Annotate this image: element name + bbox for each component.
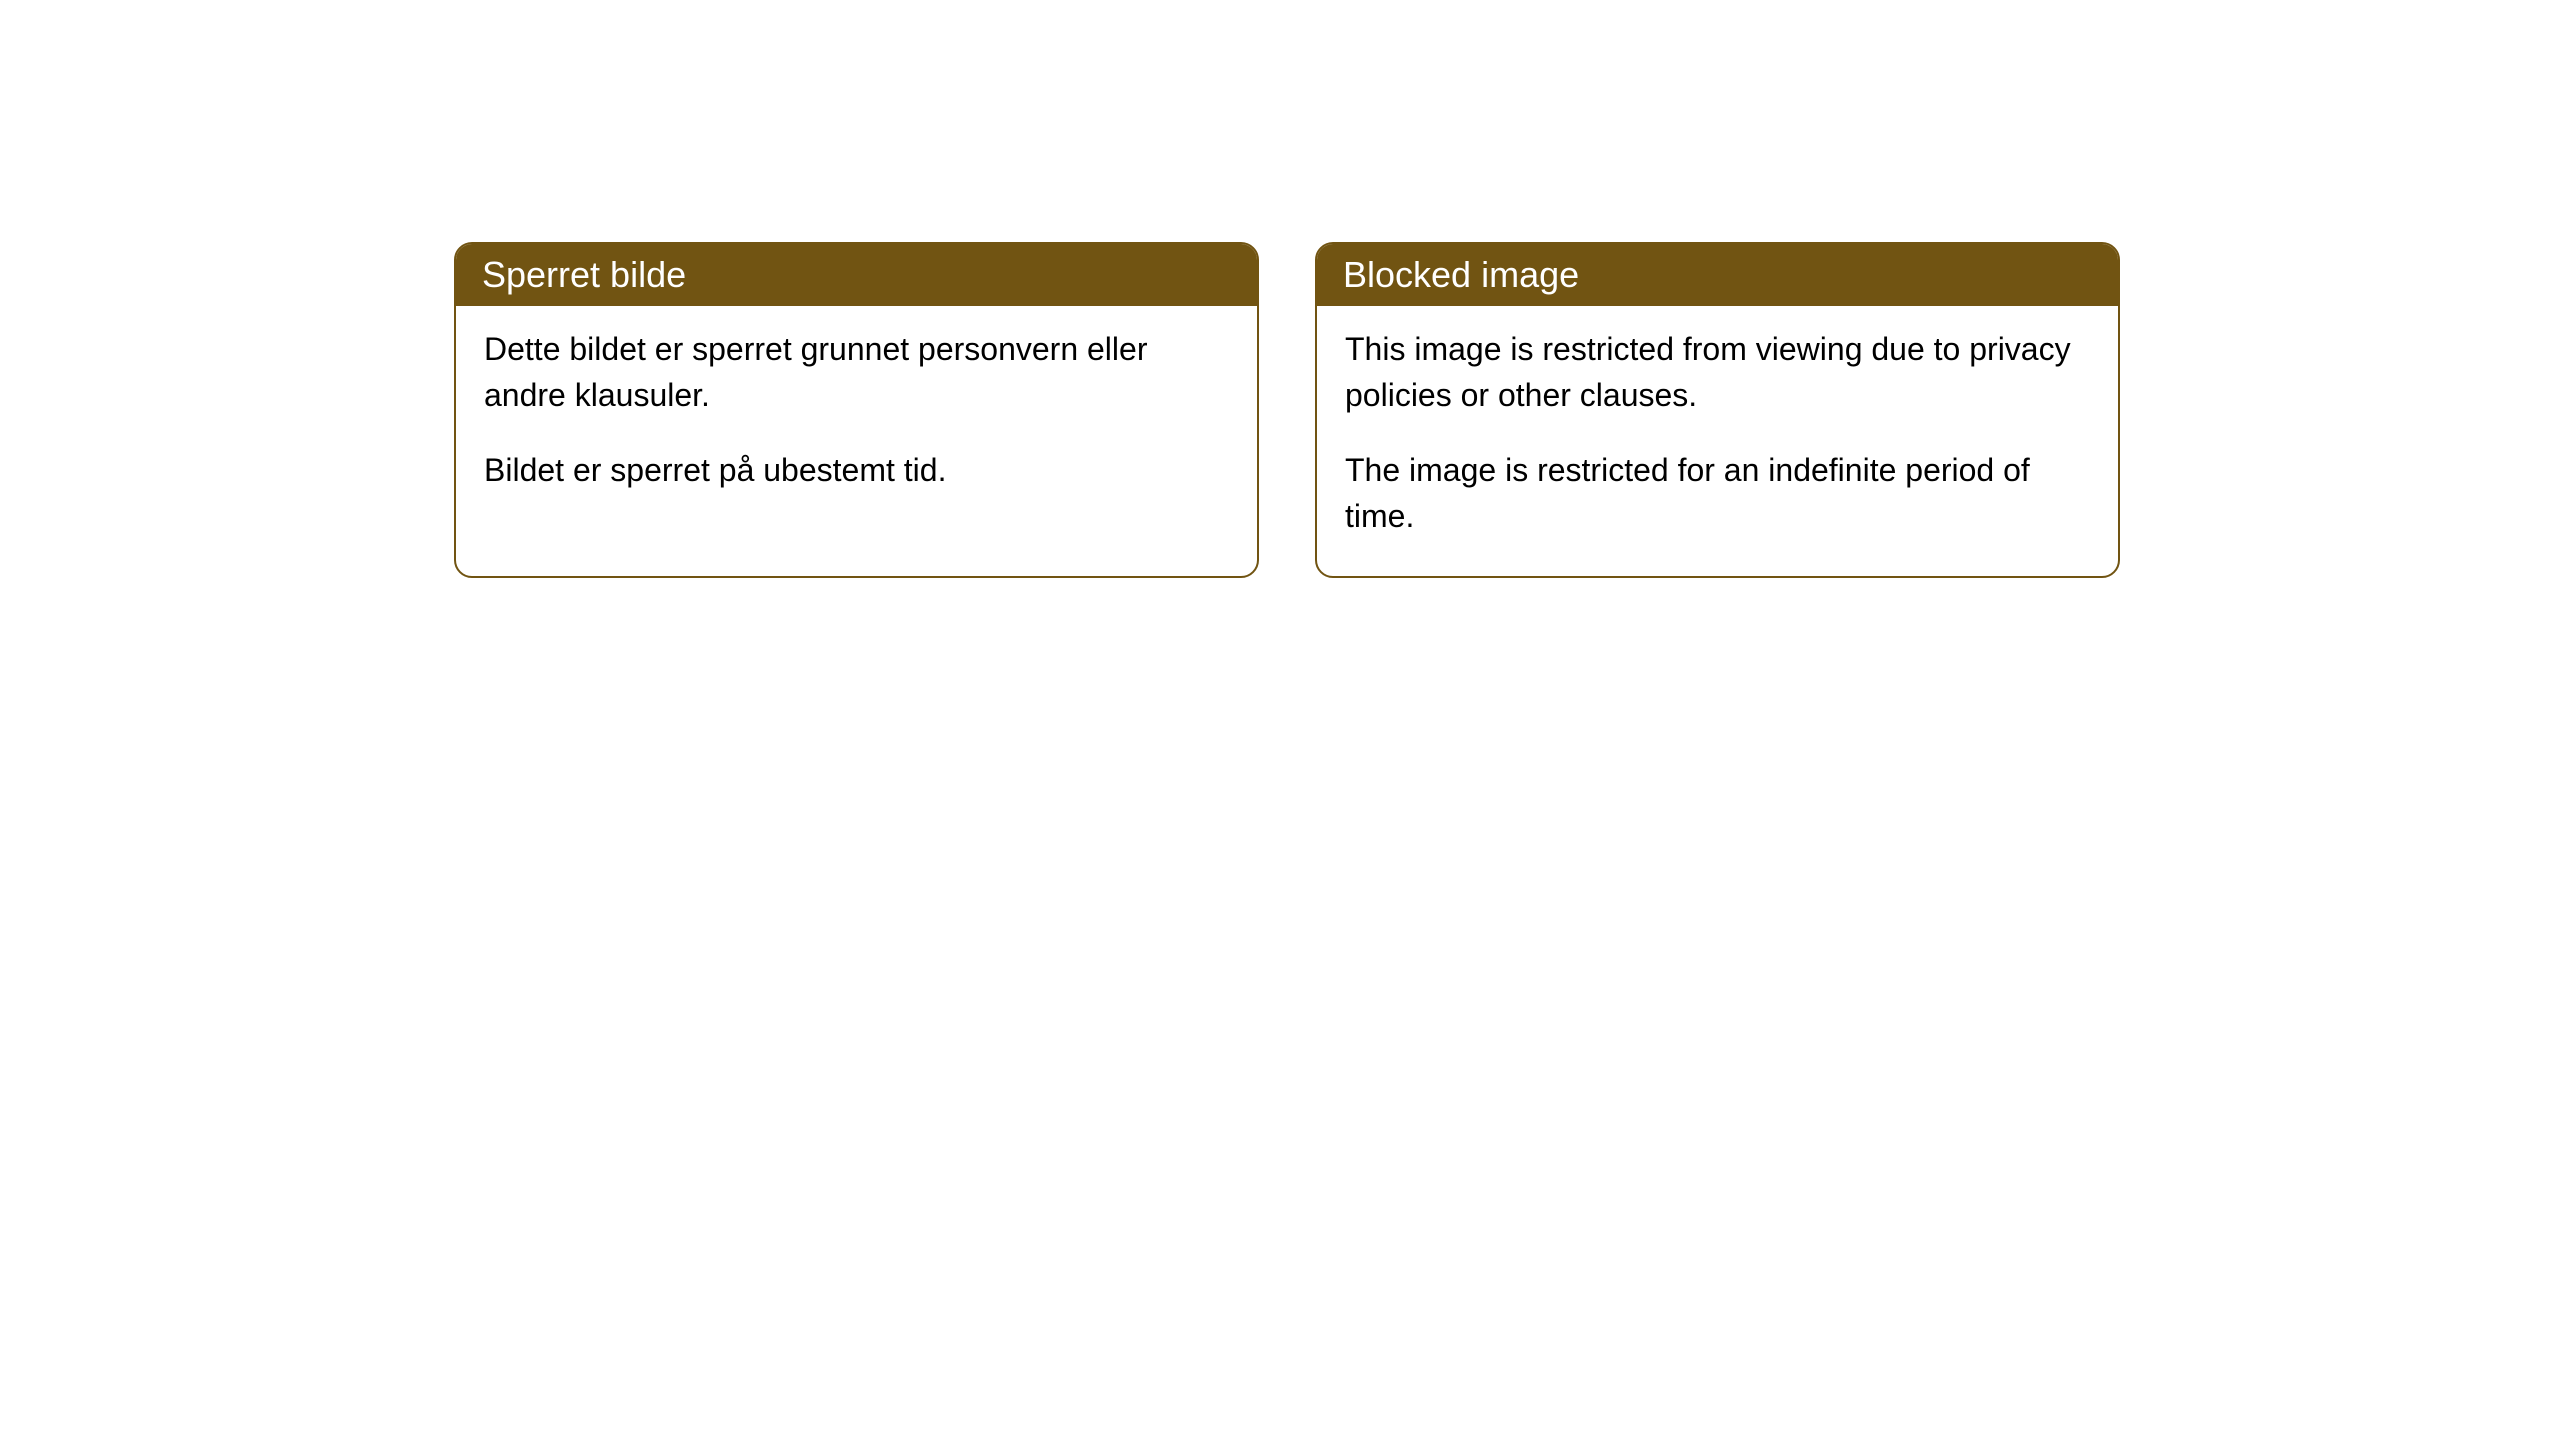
card-body-english: This image is restricted from viewing du… (1317, 306, 2118, 576)
notice-card-norwegian: Sperret bilde Dette bildet er sperret gr… (454, 242, 1259, 578)
card-paragraph: The image is restricted for an indefinit… (1345, 447, 2090, 540)
card-body-norwegian: Dette bildet er sperret grunnet personve… (456, 306, 1257, 529)
card-header-english: Blocked image (1317, 244, 2118, 306)
card-paragraph: Dette bildet er sperret grunnet personve… (484, 326, 1229, 419)
card-title: Sperret bilde (482, 254, 686, 295)
card-title: Blocked image (1343, 254, 1579, 295)
card-header-norwegian: Sperret bilde (456, 244, 1257, 306)
card-paragraph: This image is restricted from viewing du… (1345, 326, 2090, 419)
card-paragraph: Bildet er sperret på ubestemt tid. (484, 447, 1229, 493)
notice-card-english: Blocked image This image is restricted f… (1315, 242, 2120, 578)
notice-cards-container: Sperret bilde Dette bildet er sperret gr… (454, 242, 2120, 578)
